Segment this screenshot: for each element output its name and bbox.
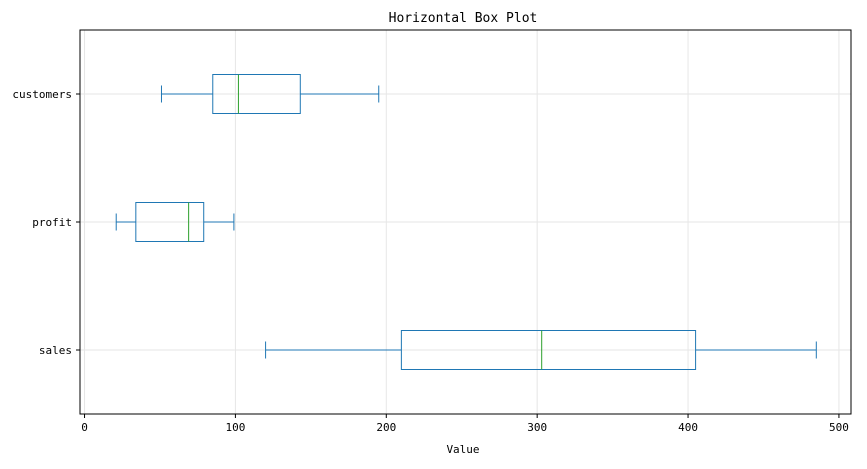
chart-title: Horizontal Box Plot [389, 11, 538, 26]
iqr-box-profit [135, 202, 205, 242]
box-profit [115, 202, 235, 242]
x-tick-label: 200 [376, 421, 396, 434]
y-tick-label-profit: profit [32, 216, 72, 229]
box-layer [115, 74, 817, 370]
y-tick-label-customers: customers [12, 88, 72, 101]
iqr-box-customers [212, 74, 301, 114]
x-axis-label: Value [446, 443, 479, 456]
x-tick-label: 0 [81, 421, 88, 434]
box-sales [265, 330, 817, 370]
x-tick-label: 100 [225, 421, 245, 434]
x-tick-label: 300 [527, 421, 547, 434]
box-customers [160, 74, 380, 114]
iqr-box-sales [400, 330, 697, 370]
y-tick-label-sales: sales [39, 344, 72, 357]
grid-layer [80, 30, 851, 414]
x-tick-label: 400 [678, 421, 698, 434]
x-tick-label: 500 [829, 421, 849, 434]
tick-layer: 0 100 200 300 400 500 sales profit customers [12, 88, 848, 434]
